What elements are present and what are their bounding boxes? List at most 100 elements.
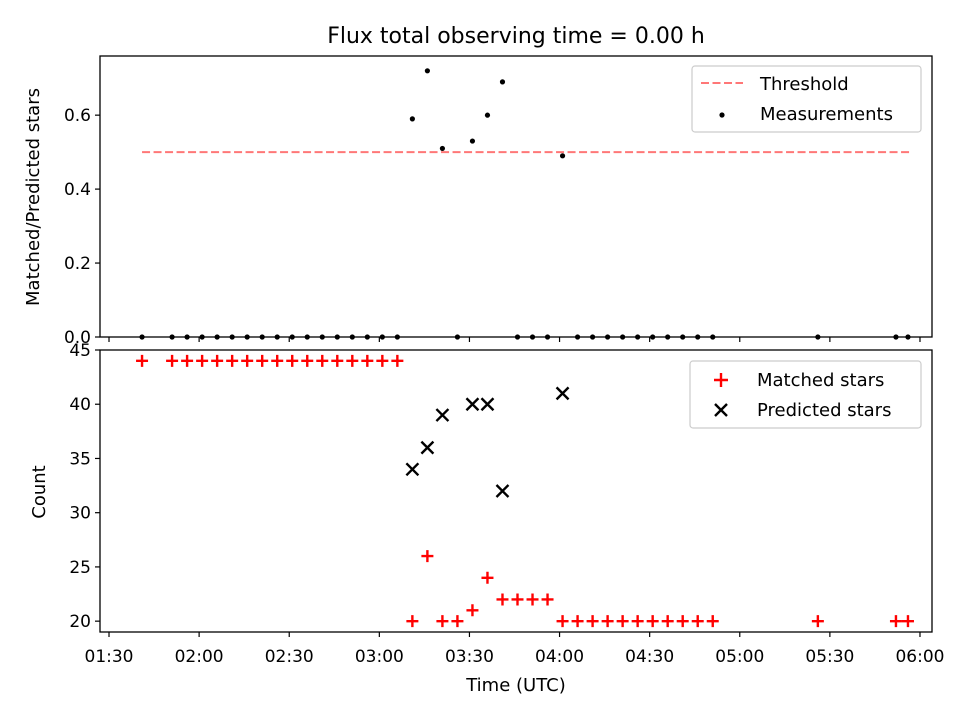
ratio-y-tick-label: 0.6 (64, 106, 91, 126)
count-panel: 20 25 30 35 40 45 01:30 02:00 02:30 03:00 03:30 04… (29, 341, 944, 696)
matched-star-marker (361, 354, 374, 367)
count-y-tick-label: 35 (69, 449, 91, 469)
legend-measurements-label: Measurements (760, 104, 893, 125)
matched-star-marker (616, 615, 629, 628)
matched-star-marker (466, 604, 479, 617)
matched-star-marker (451, 615, 464, 628)
ratio-y-axis-label: Matched/Predicted stars (23, 88, 44, 306)
matched-star-marker (256, 354, 269, 367)
matched-star-marker (601, 615, 614, 628)
ratio-axes-frame (99, 55, 933, 338)
x-tick-label: 05:00 (715, 647, 764, 667)
predicted-star-marker (420, 440, 435, 455)
matched-star-marker (136, 354, 149, 367)
matched-star-marker (421, 550, 434, 563)
legend-matched-swatch (714, 373, 728, 387)
matched-star-marker (541, 593, 554, 606)
matched-star-marker (586, 615, 599, 628)
x-tick-label: 03:30 (445, 647, 494, 667)
matched-star-marker (676, 615, 689, 628)
predicted-star-marker (555, 386, 570, 401)
x-tick-label: 06:00 (895, 647, 944, 667)
x-tick-label: 02:30 (265, 647, 314, 667)
matched-star-marker (496, 593, 509, 606)
x-tick-label: 03:00 (355, 647, 404, 667)
matched-star-marker (166, 354, 179, 367)
measurement-point (424, 68, 430, 74)
chart-title: Flux total observing time = 0.00 h (327, 24, 705, 49)
matched-star-marker (661, 615, 674, 628)
legend-matched-label: Matched stars (757, 370, 884, 391)
measurement-point (484, 112, 491, 118)
count-legend: Matched stars Predicted stars (689, 360, 922, 429)
matched-star-marker (226, 354, 239, 367)
ratio-y-tick-label: 0.4 (64, 180, 91, 200)
count-y-tick-label: 30 (69, 504, 91, 524)
matched-star-marker (526, 593, 539, 606)
measurement-point (439, 145, 446, 152)
matched-star-marker (901, 615, 914, 628)
matched-star-marker (631, 615, 644, 628)
matched-star-marker (301, 354, 314, 367)
matched-star-marker (241, 354, 254, 367)
measurement-point (409, 116, 415, 122)
x-tick-label: 04:30 (625, 647, 674, 667)
count-y-tick-label: 20 (69, 612, 91, 632)
matched-star-marker (571, 615, 584, 628)
measurement-point (499, 79, 506, 85)
matched-star-marker (436, 615, 449, 628)
count-y-axis-label: Count (29, 465, 50, 518)
count-y-tick-label: 25 (69, 558, 91, 578)
ratio-x-axis-ticks (108, 337, 921, 342)
predicted-star-marker (495, 484, 510, 498)
count-y-tick-label: 40 (69, 395, 91, 415)
count-x-axis: 01:30 02:00 02:30 03:00 03:30 04:00 04:30 05:00… (85, 632, 944, 667)
matched-star-marker (376, 354, 389, 367)
ratio-y-axis: 0.0 0.2 0.4 0.6 (64, 106, 100, 348)
matched-star-marker (811, 615, 824, 628)
count-y-tick-label: 45 (69, 341, 91, 361)
legend-predicted-label: Predicted stars (757, 400, 891, 421)
ratio-y-tick-label: 0.2 (64, 254, 91, 274)
legend-threshold-label: Threshold (759, 74, 849, 95)
measurement-point (469, 138, 476, 144)
ratio-legend: Threshold Measurements (691, 65, 922, 133)
matched-star-marker (346, 354, 359, 367)
predicted-star-marker (465, 397, 480, 412)
predicted-star-marker (480, 397, 495, 412)
x-tick-label: 02:00 (175, 647, 224, 667)
x-tick-label: 01:30 (85, 647, 134, 667)
matched-star-marker (286, 354, 299, 367)
legend-measurements-swatch (719, 112, 725, 118)
matched-star-marker (889, 615, 902, 628)
predicted-star-marker (435, 408, 450, 422)
matched-star-marker (556, 615, 569, 628)
matched-star-marker (646, 615, 659, 628)
count-y-axis: 20 25 30 35 40 45 (69, 341, 100, 632)
count-plot-area (136, 354, 914, 628)
ratio-y-tick-label: 0.0 (64, 328, 91, 348)
matched-star-marker (391, 354, 404, 367)
measurement-point (559, 153, 566, 159)
matched-star-marker (406, 615, 419, 628)
matched-star-marker (196, 354, 209, 367)
matched-star-marker (511, 593, 524, 606)
ratio-legend-frame (691, 65, 922, 133)
matched-star-marker (271, 354, 284, 367)
ratio-panel: 0.0 0.2 0.4 0.6 Matched/Predicted stars Thr… (23, 55, 933, 348)
matched-star-marker (706, 615, 719, 628)
x-tick-label: 05:30 (805, 647, 854, 667)
predicted-star-marker (405, 462, 420, 477)
matched-star-marker (181, 354, 194, 367)
count-axes-frame (99, 349, 933, 633)
matched-star-marker (331, 354, 344, 367)
matched-star-marker (481, 571, 494, 584)
count-legend-frame (689, 360, 922, 429)
x-tick-label: 04:00 (535, 647, 584, 667)
matched-star-marker (316, 354, 329, 367)
matched-star-marker (211, 354, 224, 367)
matched-star-marker (691, 615, 704, 628)
legend-predicted-swatch (714, 403, 728, 417)
x-axis-label: Time (UTC) (465, 675, 566, 696)
